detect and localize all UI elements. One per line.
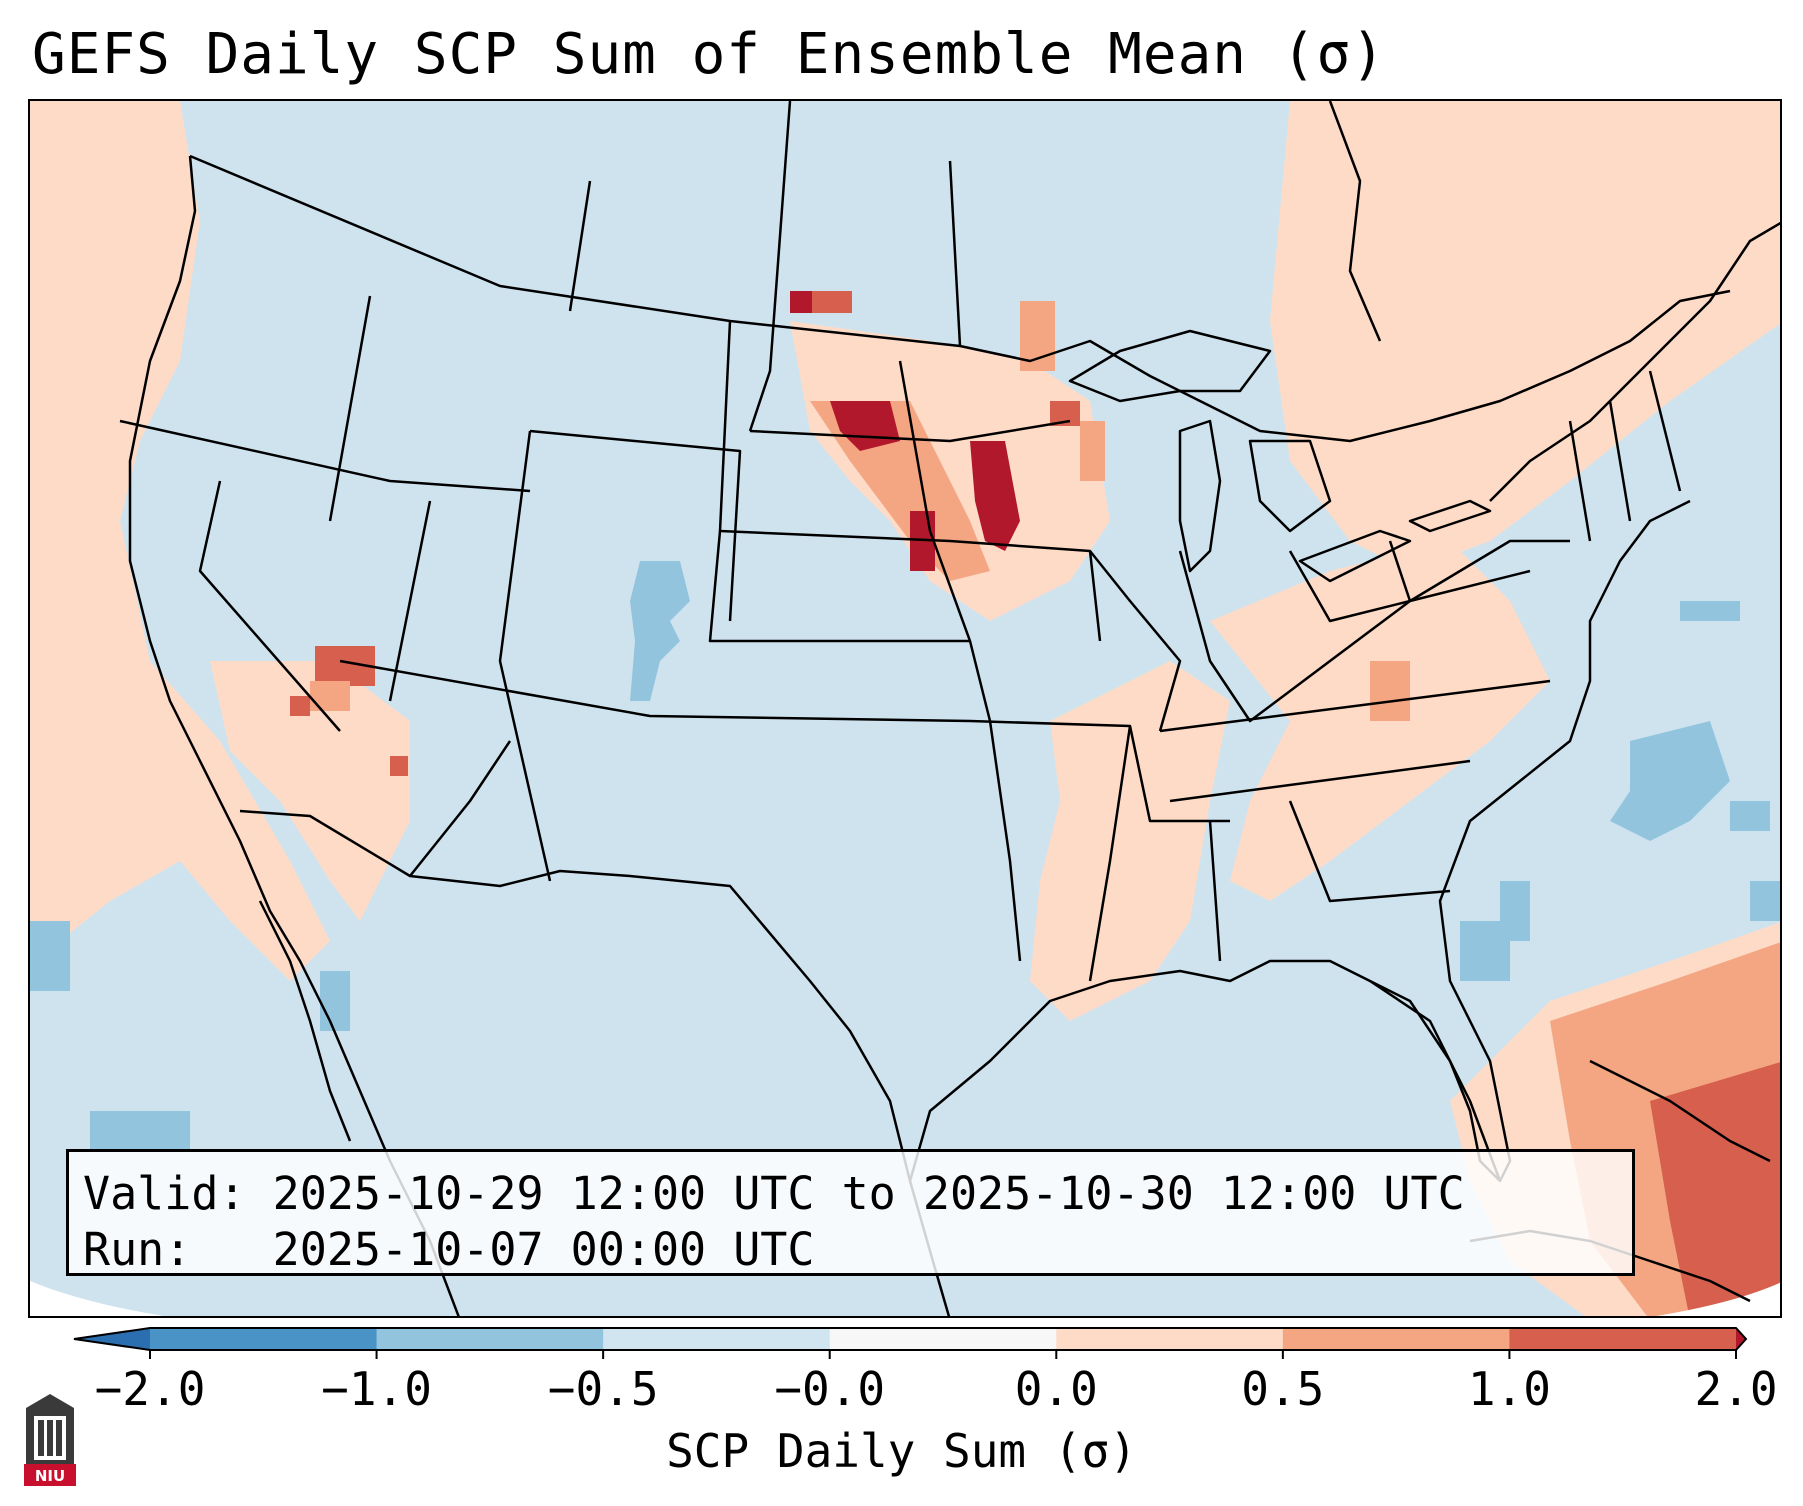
anomaly-patch <box>1080 421 1105 481</box>
anomaly-patch <box>310 681 350 711</box>
anomaly-area-northeast-canada <box>1270 101 1780 571</box>
state-line <box>409 740 512 877</box>
state-line <box>1288 800 1451 903</box>
state-line <box>1288 539 1570 623</box>
state-line <box>388 500 432 702</box>
anomaly-patch <box>1500 881 1530 941</box>
colorbar-segment <box>1056 1328 1284 1350</box>
state-line <box>749 419 1071 443</box>
colorbar-tick-label: −1.0 <box>321 1362 432 1416</box>
state-line <box>1169 759 1471 803</box>
state-line <box>969 719 1230 823</box>
caribbean-islands <box>1589 1059 1771 1163</box>
anomaly-patch <box>1370 661 1410 721</box>
state-line <box>568 180 592 312</box>
colorbar-tick-label: 0.0 <box>1014 1362 1098 1416</box>
colorbar-segment <box>603 1328 831 1350</box>
lake-michigan <box>1178 419 1222 573</box>
anomaly-area-southwest-nevada-arizona <box>210 661 410 921</box>
colorbar-segment <box>150 1328 378 1350</box>
validity-info-box: Valid: 2025-10-29 12:00 UTC to 2025-10-3… <box>66 1149 1635 1276</box>
anomaly-area-west-coast <box>30 101 330 981</box>
projection-edge <box>1656 1282 1780 1316</box>
anomaly-area-lower-mississippi <box>1030 661 1230 1021</box>
projection-edge <box>30 1281 164 1316</box>
anomaly-patch <box>1730 801 1770 831</box>
anomaly-patch <box>1680 601 1740 621</box>
state-line <box>748 101 792 432</box>
anomaly-patch <box>90 1111 190 1151</box>
lake-ontario <box>1408 499 1492 533</box>
anomaly-patch <box>812 291 852 313</box>
colorbar-segments <box>73 1327 1748 1351</box>
state-line <box>708 530 970 643</box>
state-line <box>1159 679 1551 733</box>
niu-logo-text: NIU <box>35 1467 65 1485</box>
anomaly-patch <box>390 756 408 776</box>
niu-logo: NIU <box>24 1394 76 1486</box>
anomaly-patch <box>30 921 70 991</box>
colorbar <box>73 1327 1748 1359</box>
state-line <box>1568 420 1592 542</box>
anomaly-area-colorado <box>630 561 690 701</box>
colorbar-tick-label: 0.5 <box>1241 1362 1325 1416</box>
colorbar-label: SCP Daily Sum (σ) <box>666 1424 1137 1478</box>
state-line <box>1178 550 1411 723</box>
state-line <box>948 160 962 347</box>
colorbar-tick-label: −0.5 <box>547 1362 659 1416</box>
state-line <box>1089 550 1182 732</box>
state-line <box>1608 400 1632 522</box>
anomaly-patch <box>1650 1062 1780 1316</box>
anomaly-patch <box>790 291 812 313</box>
colorbar-segment <box>1282 1328 1510 1350</box>
us-canada-border <box>189 154 1731 443</box>
colorbar-tick-label: −2.0 <box>94 1362 206 1416</box>
state-line <box>1648 370 1682 492</box>
colorbar-extend-low <box>74 1328 150 1350</box>
state-line <box>898 360 1022 962</box>
lake-superior <box>1068 329 1272 403</box>
colorbar-ticks <box>149 1350 1737 1359</box>
state-line <box>1088 725 1132 982</box>
state-line <box>328 295 372 522</box>
map-panel <box>28 99 1782 1318</box>
state-line <box>339 659 971 723</box>
anomaly-patch <box>290 696 310 716</box>
anomaly-patch <box>1750 881 1780 921</box>
state-line <box>498 430 552 882</box>
colorbar-segment <box>376 1328 604 1350</box>
anomaly-field <box>30 101 1780 1316</box>
colorbar-tick-label: 2.0 <box>1694 1362 1778 1416</box>
map-title: GEFS Daily SCP Sum of Ensemble Mean (σ) <box>32 22 1386 87</box>
anomaly-patch <box>970 441 1020 551</box>
state-line <box>119 419 531 493</box>
colorbar-extend-high <box>1736 1328 1746 1350</box>
baja-coastline <box>258 900 352 1142</box>
run-time-line: Run: 2025-10-07 00:00 UTC <box>83 1223 815 1276</box>
state-line <box>198 480 341 732</box>
colorbar-segment <box>1509 1328 1737 1350</box>
pacific-coastline <box>128 155 460 1316</box>
map-canvas <box>30 101 1780 1316</box>
anomaly-area-atlantic-offshore <box>1610 721 1730 841</box>
hudson-bay-coastline <box>1328 101 1382 342</box>
lake-erie <box>1298 529 1412 583</box>
colorbar-tick-label: 1.0 <box>1467 1362 1551 1416</box>
colorbar-tick-label: −0.0 <box>774 1362 886 1416</box>
lake-huron <box>1248 439 1332 533</box>
state-line <box>1208 820 1222 962</box>
state-boundaries <box>119 101 1780 1316</box>
st-lawrence-coastline <box>1489 221 1780 502</box>
valid-time-line: Valid: 2025-10-29 12:00 UTC to 2025-10-3… <box>83 1167 1465 1220</box>
state-line <box>529 429 742 622</box>
colorbar-segment <box>829 1328 1057 1350</box>
anomaly-patch <box>320 971 350 1031</box>
